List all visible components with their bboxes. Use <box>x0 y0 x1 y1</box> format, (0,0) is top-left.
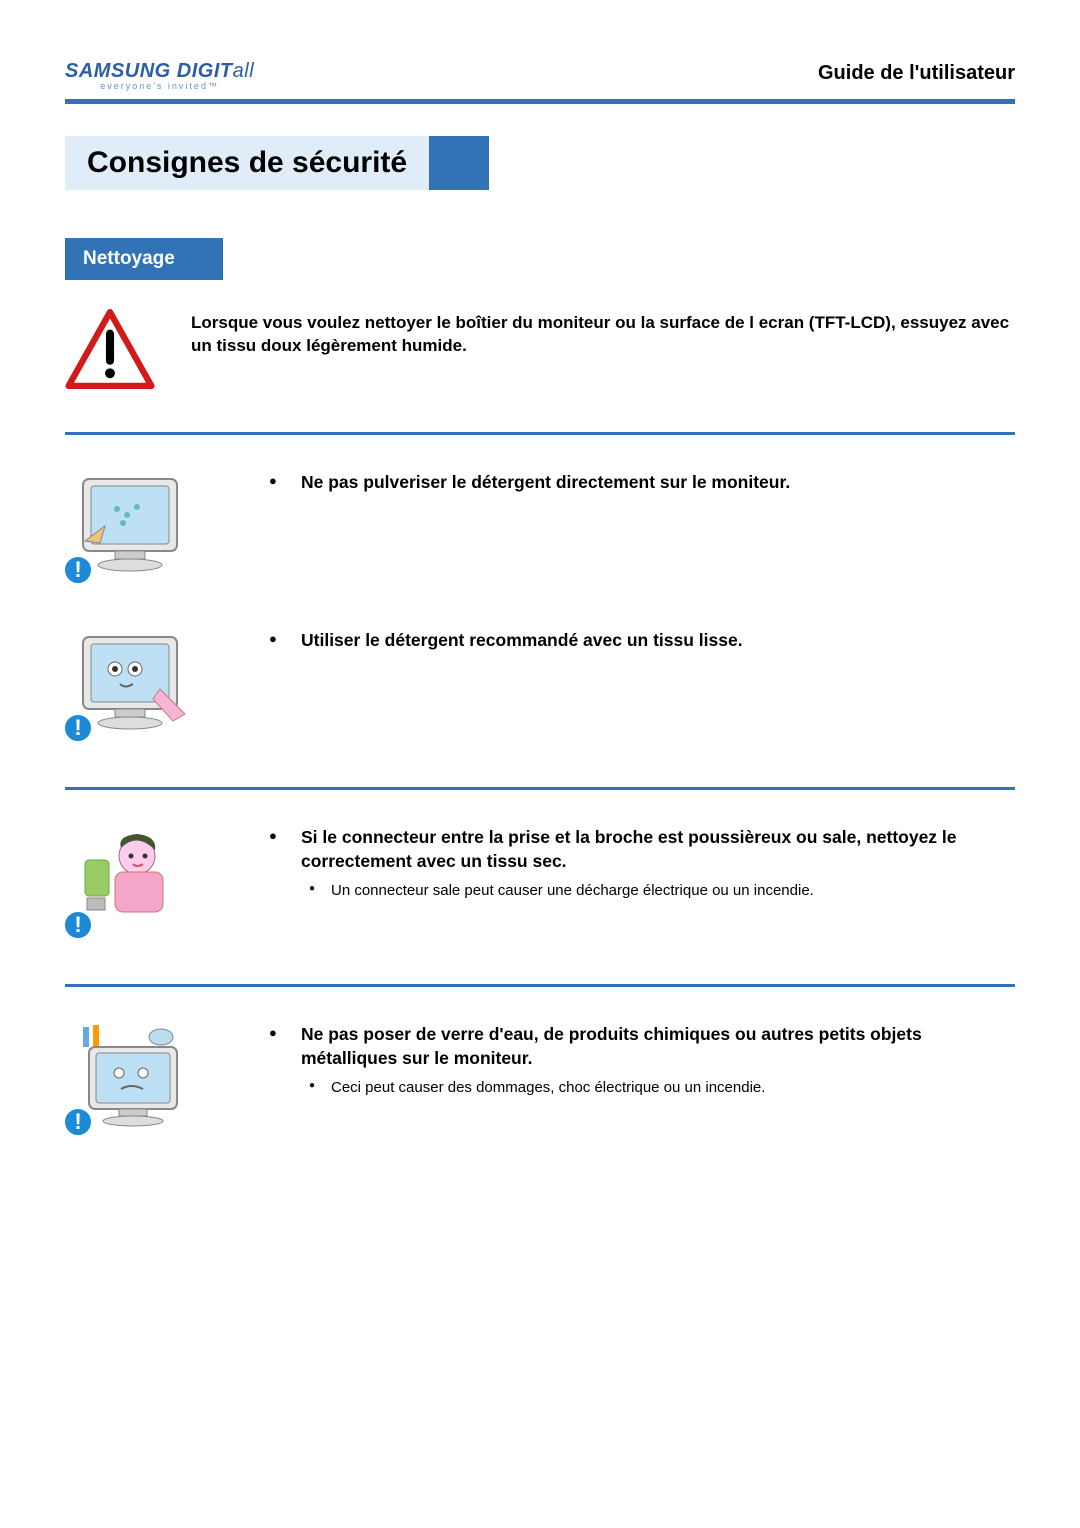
section-label: Nettoyage <box>65 238 223 280</box>
monitor-wipe-icon: ! <box>65 629 205 749</box>
item-main-text: Si le connecteur entre la prise et la br… <box>301 826 1015 902</box>
safety-item: ! Si le connecteur entre la prise et la … <box>65 826 1015 946</box>
item-sub-text: Ceci peut causer des dommages, choc élec… <box>331 1078 1015 1098</box>
intro-row: Lorsque vous voulez nettoyer le boîtier … <box>65 308 1015 390</box>
item-main-text: Utiliser le détergent recommandé avec un… <box>301 629 1015 653</box>
divider <box>65 787 1015 790</box>
header: SAMSUNG DIGITall everyone's invited™ Gui… <box>65 60 1015 91</box>
warning-triangle-icon <box>65 308 155 390</box>
info-badge-icon: ! <box>63 713 93 743</box>
safety-item: ! Utiliser le détergent recommandé avec … <box>65 629 1015 749</box>
info-badge-icon: ! <box>63 555 93 585</box>
page-title-bar: Consignes de sécurité <box>65 136 1015 190</box>
logo-brand-suffix: all <box>233 60 255 82</box>
monitor-objects-icon: ! <box>65 1023 205 1143</box>
item-body: Ne pas pulveriser le détergent directeme… <box>255 471 1015 499</box>
divider <box>65 984 1015 987</box>
page-title-accent <box>429 136 489 190</box>
brand-logo: SAMSUNG DIGITall everyone's invited™ <box>65 60 254 91</box>
person-clean-plug-icon: ! <box>65 826 205 946</box>
item-main-text: Ne pas pulveriser le détergent directeme… <box>301 471 1015 495</box>
intro-text: Lorsque vous voulez nettoyer le boîtier … <box>191 308 1015 358</box>
item-sub-text: Un connecteur sale peut causer une décha… <box>331 881 1015 901</box>
divider <box>65 432 1015 435</box>
safety-item: ! Ne pas poser de verre d'eau, de produi… <box>65 1023 1015 1143</box>
item-body: Ne pas poser de verre d'eau, de produits… <box>255 1023 1015 1103</box>
item-main-text: Ne pas poser de verre d'eau, de produits… <box>301 1023 1015 1099</box>
monitor-spray-icon: ! <box>65 471 205 591</box>
info-badge-icon: ! <box>63 1107 93 1137</box>
logo-tagline: everyone's invited™ <box>100 81 219 91</box>
safety-item: ! Ne pas pulveriser le détergent directe… <box>65 471 1015 591</box>
item-body: Utiliser le détergent recommandé avec un… <box>255 629 1015 657</box>
page-title: Consignes de sécurité <box>65 136 429 190</box>
item-body: Si le connecteur entre la prise et la br… <box>255 826 1015 906</box>
info-badge-icon: ! <box>63 910 93 940</box>
logo-text: SAMSUNG DIGITall <box>65 60 254 82</box>
guide-title: Guide de l'utilisateur <box>818 62 1015 85</box>
logo-brand: SAMSUNG DIGIT <box>65 60 233 82</box>
header-rule <box>65 99 1015 104</box>
